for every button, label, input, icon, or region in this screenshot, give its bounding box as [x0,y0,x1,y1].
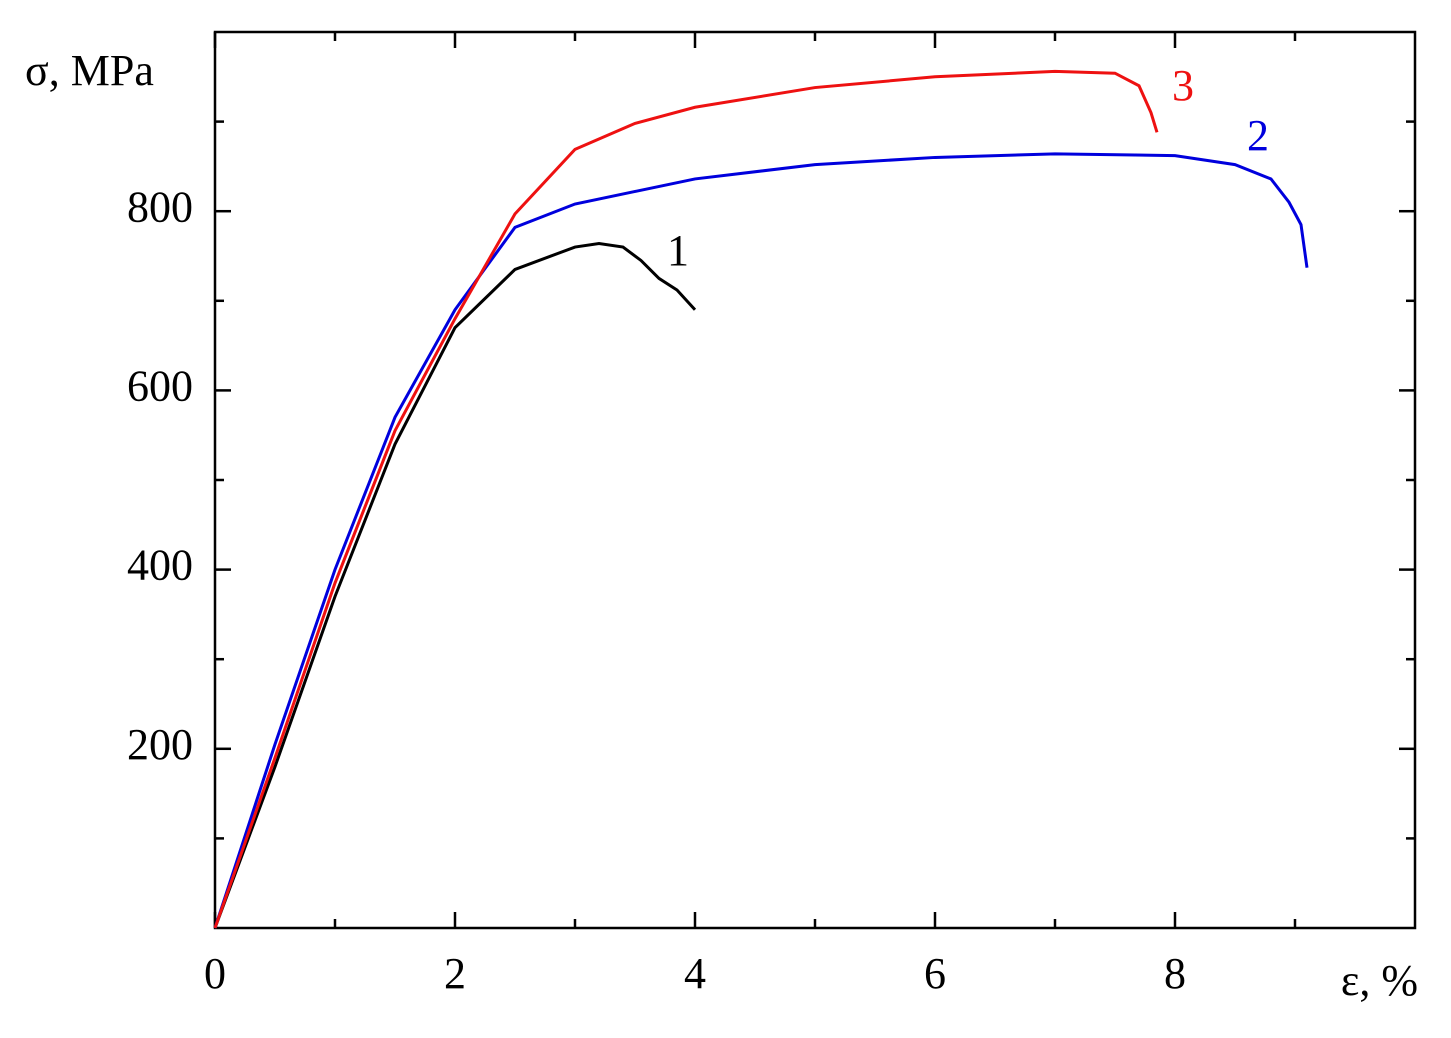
y-tick-label: 600 [127,361,193,410]
x-tick-label: 6 [924,949,946,998]
x-tick-label: 2 [444,949,466,998]
x-tick-label: 4 [684,949,706,998]
series-label: 1 [667,226,689,275]
plot-frame [213,30,1417,930]
y-tick-label: 400 [127,541,193,590]
series-label: 2 [1247,111,1269,160]
series-line [213,69,1159,929]
x-tick-label: 0 [204,949,226,998]
y-axis-label: σ, MPa [25,46,154,95]
x-axis-label: ε, % [1341,956,1418,1005]
y-tick-label: 800 [127,182,193,231]
series-label: 3 [1172,61,1194,110]
x-tick-label: 8 [1164,949,1186,998]
series-line [213,241,697,929]
y-tick-label: 200 [127,720,193,769]
series-line [213,152,1309,929]
